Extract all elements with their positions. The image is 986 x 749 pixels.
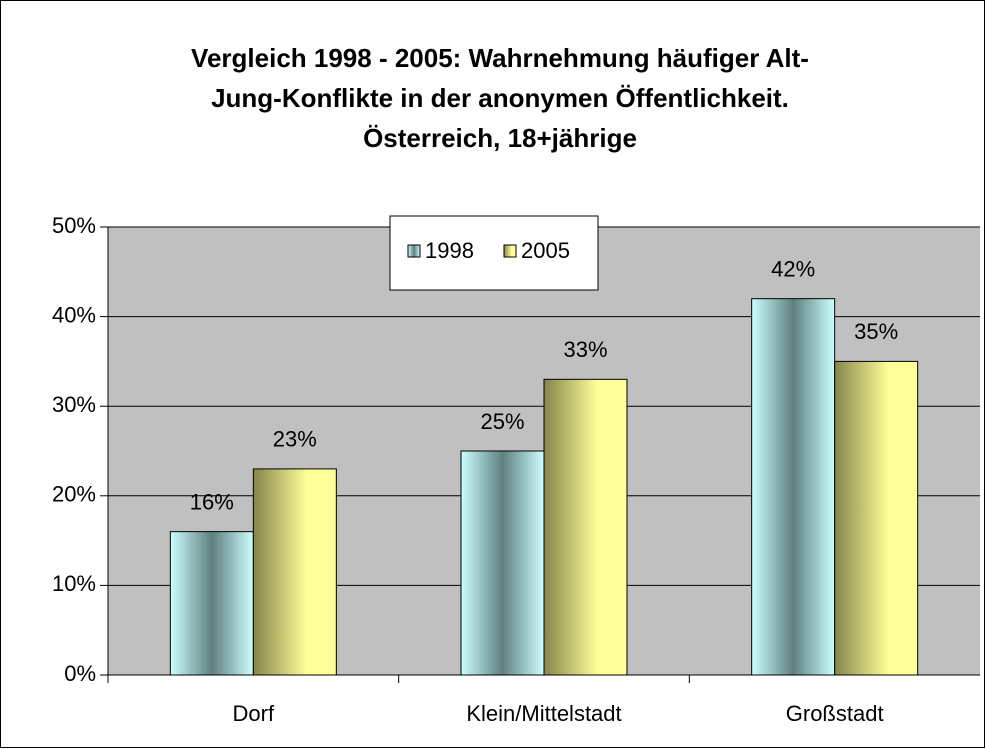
data-label: 33% <box>563 337 607 362</box>
bar <box>252 468 337 676</box>
data-label: 42% <box>771 256 815 281</box>
x-tick-label: Großstadt <box>786 701 884 726</box>
x-tick-label: Dorf <box>233 701 275 726</box>
bar <box>460 450 545 676</box>
legend-label: 1998 <box>425 238 474 263</box>
y-tick-label: 50% <box>52 213 96 238</box>
legend-label: 2005 <box>521 238 570 263</box>
chart-title: Österreich, 18+jährige <box>363 123 637 153</box>
data-label: 16% <box>190 489 234 514</box>
y-tick-label: 20% <box>52 482 96 507</box>
x-tick-label: Klein/Mittelstadt <box>466 701 621 726</box>
y-tick-label: 30% <box>52 392 96 417</box>
bar <box>834 360 919 676</box>
bar <box>543 378 628 676</box>
chart-title: Jung-Konflikte in der anonymen Öffentlic… <box>211 83 789 113</box>
legend-swatch <box>503 244 517 258</box>
bar <box>751 298 836 676</box>
data-label: 35% <box>854 319 898 344</box>
chart-title: Vergleich 1998 - 2005: Wahrnehmung häufi… <box>191 43 809 73</box>
y-tick-label: 40% <box>52 302 96 327</box>
data-label: 23% <box>273 427 317 452</box>
bar <box>169 531 254 676</box>
legend-swatch <box>407 244 421 258</box>
y-tick-label: 0% <box>64 661 96 686</box>
data-label: 25% <box>480 409 524 434</box>
y-tick-label: 10% <box>52 571 96 596</box>
legend <box>389 215 599 291</box>
